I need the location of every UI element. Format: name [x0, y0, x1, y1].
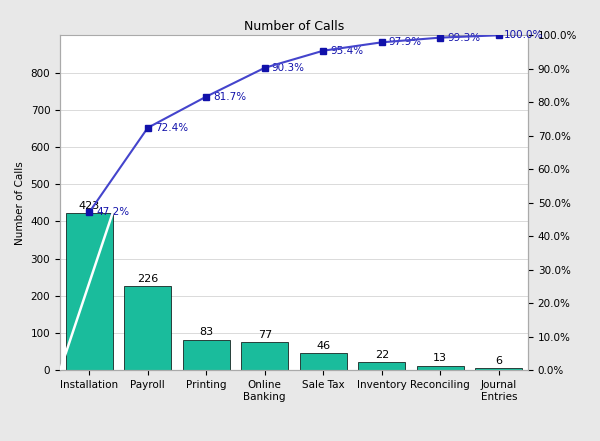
Text: 6: 6	[495, 356, 502, 366]
Text: 22: 22	[374, 350, 389, 360]
Bar	[241, 342, 288, 370]
Text: 90.3%: 90.3%	[272, 63, 305, 73]
Bar	[475, 368, 522, 370]
Text: 77: 77	[257, 329, 272, 340]
Text: 226: 226	[137, 274, 158, 284]
Bar	[124, 286, 171, 370]
Bar	[66, 213, 113, 370]
Text: 83: 83	[199, 327, 214, 337]
Title: Number of Calls: Number of Calls	[244, 20, 344, 33]
Text: 97.9%: 97.9%	[389, 37, 422, 47]
Bar	[183, 340, 230, 370]
Text: 13: 13	[433, 353, 447, 363]
Text: 72.4%: 72.4%	[155, 123, 188, 133]
Text: 100.0%: 100.0%	[503, 30, 543, 40]
Bar	[417, 366, 464, 370]
Text: 423: 423	[79, 201, 100, 211]
Text: 46: 46	[316, 341, 331, 351]
Y-axis label: Number of Calls: Number of Calls	[15, 161, 25, 245]
Text: 47.2%: 47.2%	[97, 207, 130, 217]
Text: 99.3%: 99.3%	[447, 33, 481, 43]
Bar	[300, 353, 347, 370]
Bar	[358, 362, 405, 370]
Text: 95.4%: 95.4%	[330, 46, 364, 56]
Text: 81.7%: 81.7%	[213, 92, 247, 101]
